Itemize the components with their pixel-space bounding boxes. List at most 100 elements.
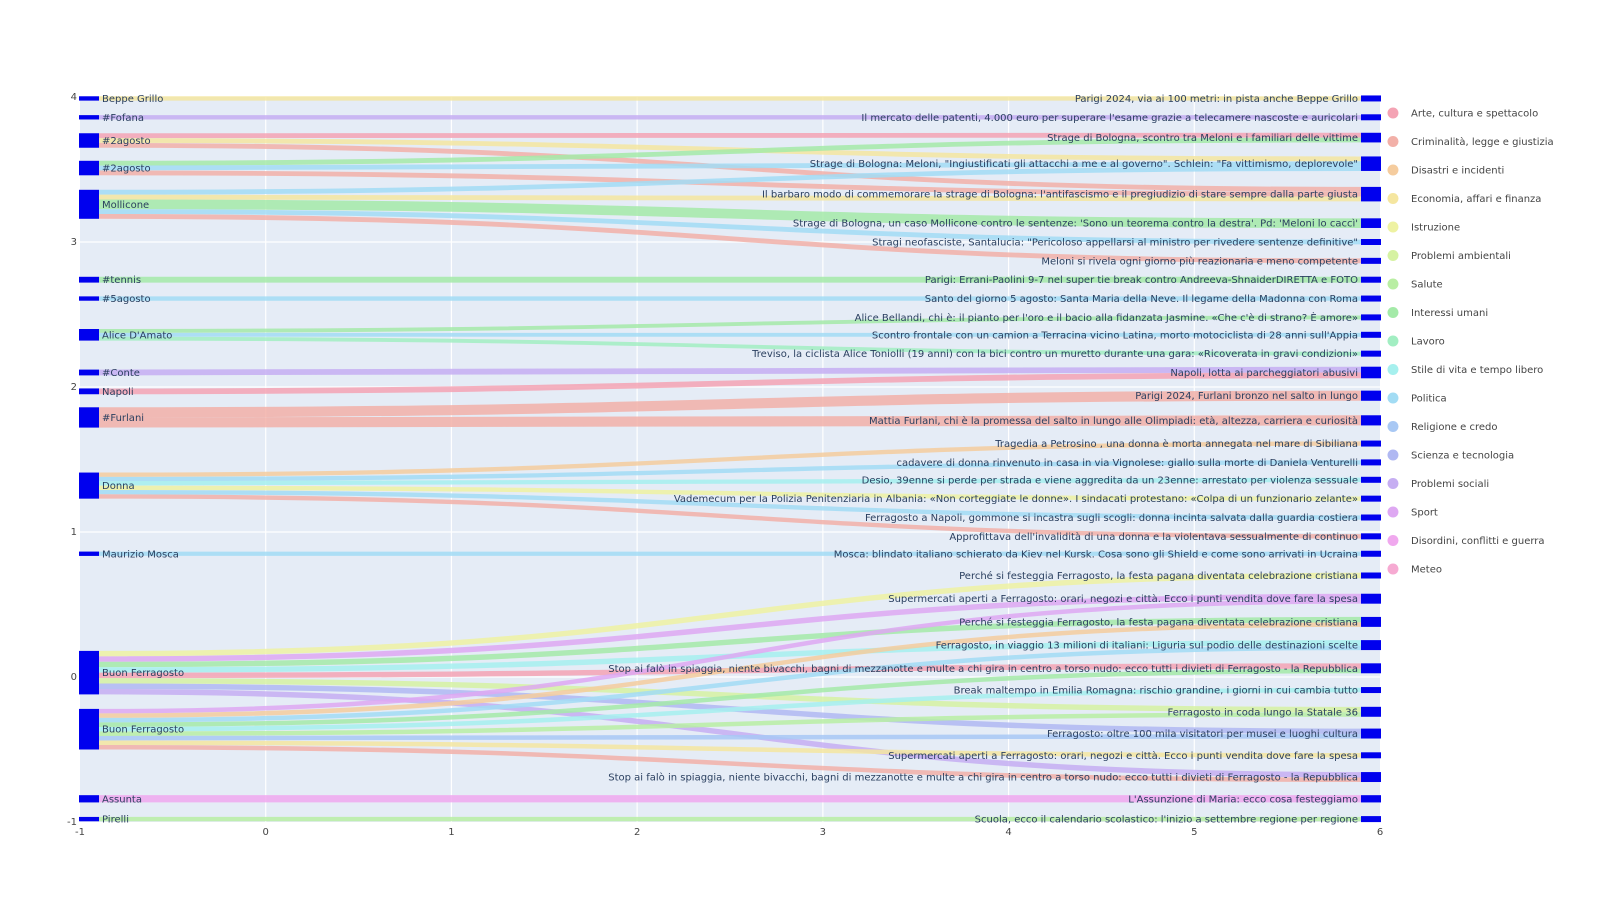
source-node-label: Buon Ferragosto bbox=[102, 668, 184, 679]
target-node-label: L'Assunzione di Maria: ecco cosa festegg… bbox=[1128, 794, 1358, 805]
source-node-label: #Furlani bbox=[102, 413, 144, 424]
link-flow bbox=[98, 199, 1362, 228]
x-tick-label: 1 bbox=[448, 827, 454, 838]
link-flow bbox=[98, 616, 1362, 668]
y-axis-ticks: -1 0 1 2 3 4 bbox=[67, 92, 77, 828]
link-flow bbox=[98, 460, 1362, 482]
legend-marker bbox=[1387, 250, 1399, 261]
source-node bbox=[79, 276, 99, 283]
legend-entry: Problemi sociali bbox=[1411, 479, 1489, 490]
legend-marker bbox=[1387, 421, 1399, 432]
source-node bbox=[79, 795, 99, 803]
target-node-label: Perché si festeggia Ferragosto, la festa… bbox=[959, 570, 1358, 582]
link-flow bbox=[98, 390, 1362, 418]
x-tick-label: -1 bbox=[75, 827, 85, 838]
target-node bbox=[1361, 295, 1381, 302]
target-node-label: Mattia Furlani, chi è la promessa del sa… bbox=[869, 415, 1358, 427]
link-flow bbox=[98, 213, 1362, 264]
target-node bbox=[1361, 257, 1381, 264]
source-node-label: #Conte bbox=[102, 368, 140, 379]
legend-marker bbox=[1387, 449, 1399, 461]
legend-entry: Criminalità, legge e giustizia bbox=[1411, 136, 1554, 148]
link-flow bbox=[98, 734, 1362, 741]
target-node bbox=[1361, 533, 1381, 540]
link-flow bbox=[98, 688, 1362, 778]
x-tick-label: 2 bbox=[634, 827, 640, 838]
target-node-label: Stop ai falò in spiaggia, niente bivacch… bbox=[608, 663, 1358, 675]
target-node-label: Break maltempo in Emilia Romagna: rischi… bbox=[954, 686, 1358, 697]
y-tick-label: 1 bbox=[71, 527, 77, 538]
y-tick-label: 2 bbox=[71, 382, 77, 393]
legend-entry: Economia, affari e finanza bbox=[1411, 194, 1541, 205]
target-node bbox=[1361, 114, 1381, 121]
y-tick-label: -1 bbox=[67, 817, 77, 828]
target-node bbox=[1361, 593, 1381, 604]
link-flow bbox=[98, 170, 1362, 197]
target-node bbox=[1361, 459, 1381, 466]
legend: Arte, cultura e spettacolo Criminalità, l… bbox=[1387, 107, 1554, 576]
target-node-label: Meloni si rivela ogni giorno più reazion… bbox=[1041, 255, 1358, 267]
target-node bbox=[1361, 772, 1381, 783]
link-flow bbox=[98, 740, 1362, 758]
target-node bbox=[1361, 640, 1381, 651]
x-tick-label: 4 bbox=[1005, 827, 1011, 838]
target-node-label: Vademecum per la Polizia Penitenziaria i… bbox=[674, 494, 1358, 505]
target-node-label: Mosca: blindato italiano schierato da Ki… bbox=[834, 549, 1358, 560]
source-node-label: Pirelli bbox=[102, 815, 129, 826]
target-node-label: Scontro frontale con un camion a Terraci… bbox=[872, 330, 1358, 341]
link-flow bbox=[98, 593, 1362, 662]
target-node bbox=[1361, 156, 1381, 171]
links-layer bbox=[98, 96, 1362, 822]
target-node bbox=[1361, 276, 1381, 283]
target-node bbox=[1361, 132, 1381, 143]
target-node bbox=[1361, 314, 1381, 321]
target-node bbox=[1361, 366, 1381, 379]
x-tick-label: 6 bbox=[1377, 827, 1383, 838]
source-node-label: Alice D'Amato bbox=[102, 330, 172, 341]
source-node bbox=[79, 329, 99, 341]
target-node bbox=[1361, 663, 1381, 674]
source-node bbox=[79, 472, 99, 499]
target-node-label: Strage di Bologna: Meloni, "Ingiustifica… bbox=[810, 159, 1358, 170]
target-node bbox=[1361, 687, 1381, 694]
legend-entry: Interessi umani bbox=[1411, 308, 1488, 319]
target-node bbox=[1361, 218, 1381, 228]
target-node-label: cadavere di donna rinvenuto in casa in v… bbox=[896, 458, 1358, 469]
link-flow bbox=[98, 415, 1362, 428]
source-node-label: #2agosto bbox=[102, 164, 151, 175]
source-node bbox=[79, 96, 99, 101]
target-node bbox=[1361, 239, 1381, 245]
legend-marker bbox=[1387, 193, 1399, 204]
target-node-label: Napoli, lotta ai parcheggiatori abusivi bbox=[1170, 368, 1358, 379]
source-node bbox=[79, 816, 99, 822]
link-flow bbox=[98, 678, 1362, 713]
target-node bbox=[1361, 728, 1381, 739]
legend-marker bbox=[1387, 164, 1399, 176]
link-flow bbox=[98, 489, 1362, 520]
target-node-label: Supermercati aperti a Ferragosto: orari,… bbox=[888, 593, 1358, 605]
link-flow bbox=[98, 687, 1362, 732]
target-node bbox=[1361, 95, 1381, 102]
target-node-label: Parigi 2024, Furlani bronzo nel salto in… bbox=[1135, 391, 1358, 402]
legend-marker bbox=[1387, 392, 1399, 404]
source-node-label: Maurizio Mosca bbox=[102, 549, 179, 560]
target-node bbox=[1361, 514, 1381, 521]
legend-marker bbox=[1387, 563, 1399, 575]
link-flow bbox=[98, 572, 1362, 657]
target-node-label: Desio, 39enne si perde per strada e vien… bbox=[862, 475, 1358, 486]
legend-marker bbox=[1387, 535, 1399, 546]
source-node bbox=[79, 369, 99, 376]
source-node-label: #tennis bbox=[102, 275, 141, 286]
legend-marker bbox=[1387, 307, 1399, 318]
target-node-label: Supermercati aperti a Ferragosto: orari,… bbox=[888, 750, 1358, 762]
labels-layer: Beppe Grillo #Fofana #2agosto #2agosto Molli… bbox=[102, 94, 1358, 826]
target-node-label: Treviso, la ciclista Alice Toniolli (19 … bbox=[751, 349, 1358, 360]
source-node-label: Donna bbox=[102, 481, 135, 492]
legend-entry: Disordini, conflitti e guerra bbox=[1411, 536, 1545, 547]
legend-marker bbox=[1387, 278, 1399, 290]
legend-entry: Disastri e incidenti bbox=[1411, 166, 1504, 177]
source-node-label: Assunta bbox=[102, 794, 142, 805]
target-node bbox=[1361, 331, 1381, 338]
target-node-label: Scuola, ecco il calendario scolastico: l… bbox=[975, 815, 1358, 826]
